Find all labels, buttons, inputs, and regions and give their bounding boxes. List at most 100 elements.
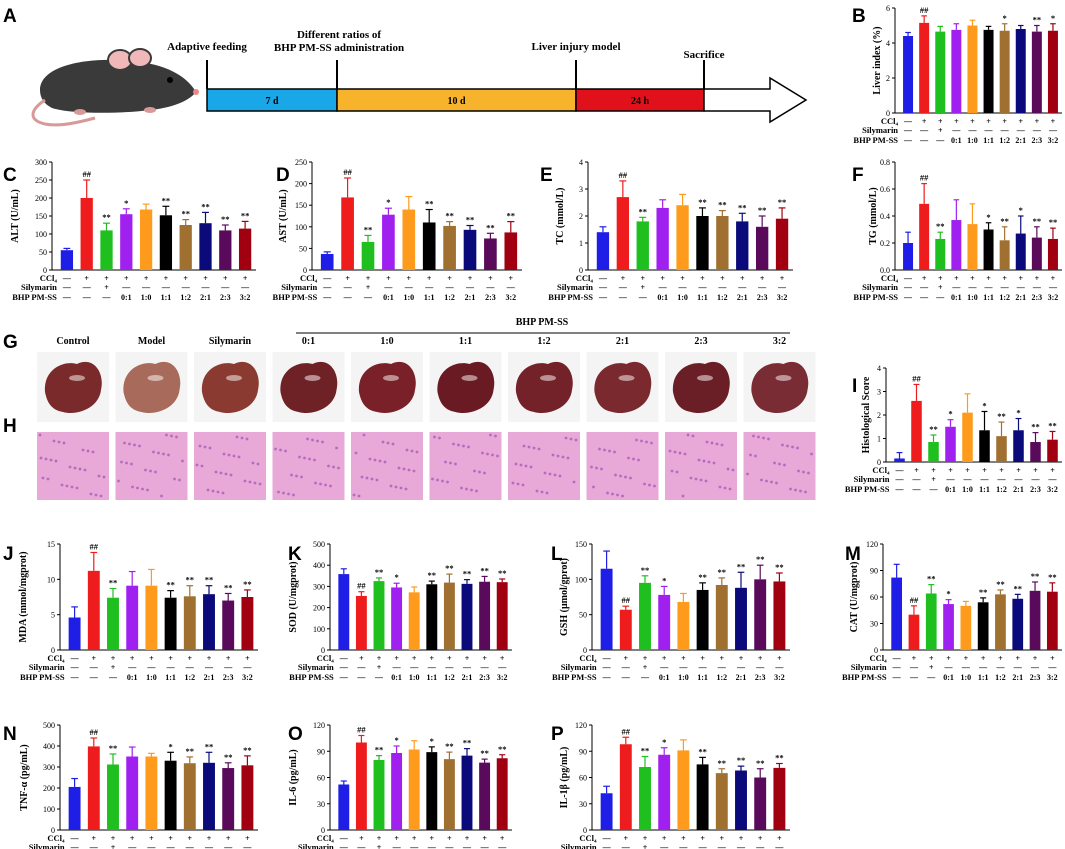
bar-j-9: [241, 597, 254, 650]
liver-highlight: [461, 375, 478, 381]
row-bhp-cell: 0:1: [657, 293, 668, 302]
y-tick-label: 150: [575, 540, 587, 549]
row-bhp-cell: 3:2: [505, 293, 516, 302]
row-label-silymarin: Silymarin: [862, 282, 898, 292]
nucleus: [407, 468, 411, 472]
significance-label: ##: [357, 581, 366, 591]
nucleus: [227, 453, 231, 457]
nucleus: [611, 492, 614, 496]
nucleus: [219, 471, 223, 475]
row-label-ccl4: CCl₄: [579, 653, 597, 663]
nucleus: [181, 459, 184, 463]
row-ccl4-cell: +: [168, 834, 173, 843]
row-ccl4-cell: +: [149, 834, 154, 843]
bar-f-3: [951, 220, 962, 270]
bar-d-7: [463, 229, 477, 270]
row-silymarin-cell: +: [111, 843, 116, 849]
y-tick-label: 250: [35, 176, 47, 185]
y-axis-title: Histological Score: [861, 376, 872, 453]
nucleus: [243, 479, 247, 483]
significance-label: **: [162, 195, 171, 205]
row-bhp-cell: 1:1: [424, 293, 435, 302]
nucleus: [303, 456, 306, 460]
row-silymarin-cell: —: [919, 283, 929, 292]
row-silymarin-cell: —: [181, 283, 191, 292]
photo-label-8: 2:3: [694, 336, 707, 347]
nucleus: [807, 471, 810, 475]
row-ccl4-cell: +: [207, 834, 212, 843]
row-ccl4-cell: +: [509, 274, 514, 283]
significance-label: **: [428, 570, 437, 580]
significance-label: *: [430, 736, 434, 746]
nucleus: [165, 433, 168, 437]
bar-n-1: [87, 746, 100, 830]
row-bhp-cell: —: [895, 485, 905, 494]
row-silymarin-cell: —: [497, 843, 507, 849]
nucleus: [514, 462, 518, 466]
row-silymarin-cell: —: [903, 283, 913, 292]
nucleus: [295, 474, 298, 478]
nucleus: [624, 475, 627, 479]
row-ccl4-cell: +: [366, 274, 371, 283]
bar-f-0: [903, 243, 914, 270]
bar-l-9: [773, 581, 786, 650]
bar-m-7: [1012, 598, 1024, 650]
significance-label: **: [1049, 217, 1058, 227]
row-ccl4-cell: +: [720, 274, 725, 283]
nucleus: [354, 451, 358, 455]
row-ccl4-cell: +: [188, 654, 193, 663]
nucleus: [648, 483, 651, 487]
row-ccl4-cell: +: [758, 654, 763, 663]
nucleus: [200, 464, 204, 468]
bar-d-8: [484, 238, 497, 270]
photo-label-5: 1:1: [459, 336, 472, 347]
bar-m-1: [908, 614, 920, 650]
row-ccl4-cell: +: [1015, 654, 1020, 663]
bar-d-5: [422, 222, 436, 270]
nucleus: [650, 441, 653, 445]
row-bhp-cell: —: [892, 673, 902, 682]
y-tick-label: 60: [317, 774, 325, 783]
bar-o-0: [338, 784, 350, 830]
row-bhp-cell: 3:2: [777, 293, 788, 302]
row-silymarin-cell: —: [755, 663, 765, 672]
row-bhp-cell: 2:3: [1032, 293, 1043, 302]
row-ccl4-cell: +: [1033, 654, 1038, 663]
row-silymarin-cell: —: [777, 283, 787, 292]
significance-label: **: [445, 563, 454, 573]
nucleus: [553, 473, 557, 477]
nucleus: [473, 469, 476, 473]
row-ccl4-cell: +: [223, 274, 228, 283]
y-tick-label: 50: [579, 611, 587, 620]
y-axis-title: TC (mmol/L): [555, 188, 566, 245]
y-tick-label: 0.0: [880, 266, 890, 275]
bar-c-5: [159, 215, 173, 270]
row-silymarin-cell: —: [480, 843, 490, 849]
significance-label: *: [394, 572, 398, 582]
significance-label: **: [425, 199, 434, 209]
row-silymarin-cell: —: [220, 283, 230, 292]
row-silymarin-cell: —: [736, 843, 746, 849]
row-ccl4-cell: —: [903, 274, 913, 283]
bar-l-6: [715, 584, 728, 650]
y-axis-title: TNF-α (pg/mL): [19, 744, 30, 810]
nucleus: [298, 455, 301, 459]
significance-label: *: [1019, 205, 1023, 215]
nucleus: [160, 494, 163, 498]
nucleus: [232, 454, 236, 458]
bar-k-2: [373, 581, 385, 650]
significance-label: **: [445, 211, 454, 221]
row-bhp-cell: —: [926, 673, 936, 682]
row-ccl4-cell: +: [922, 117, 927, 126]
row-silymarin-cell: —: [1047, 663, 1057, 672]
row-ccl4-cell: +: [243, 274, 248, 283]
nucleus: [438, 436, 441, 440]
liver-shape: [123, 361, 181, 414]
y-axis-title: SOD (U/mgprot): [288, 561, 299, 632]
row-ccl4-cell: +: [739, 834, 744, 843]
row-bhp-cell: —: [62, 293, 72, 302]
row-silymarin-cell: +: [366, 283, 371, 292]
row-silymarin-cell: —: [161, 283, 171, 292]
nucleus: [572, 480, 576, 484]
